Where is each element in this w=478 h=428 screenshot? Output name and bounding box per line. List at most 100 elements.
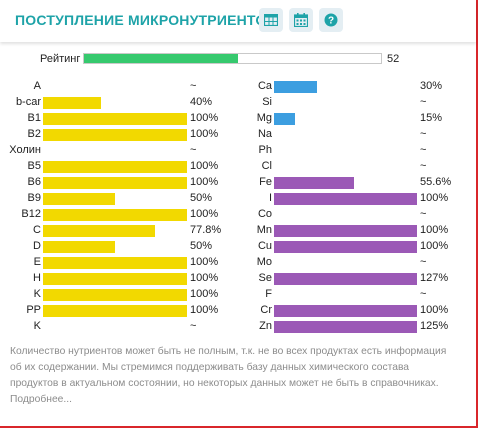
vitamin-row: K 100%: [0, 287, 478, 303]
vitamin-value: 77.8%: [190, 224, 222, 236]
vitamin-name: D: [33, 240, 41, 252]
vitamin-row: Холин ~: [0, 143, 478, 159]
vitamin-bar: [43, 97, 101, 109]
mineral-value: ~: [420, 144, 427, 156]
mineral-value: 100%: [420, 304, 449, 316]
mineral-row: Ca 30%: [0, 79, 478, 95]
mineral-value: ~: [420, 288, 427, 300]
calendar-icon: [294, 13, 308, 27]
mineral-row: Na ~: [0, 127, 478, 143]
mineral-bar: [274, 113, 295, 125]
mineral-value: ~: [420, 208, 427, 220]
vitamin-value: 100%: [190, 272, 219, 284]
mineral-row: Ph ~: [0, 143, 478, 159]
more-link[interactable]: Подробнее...: [10, 394, 72, 405]
vitamin-value: ~: [190, 144, 197, 156]
mineral-bar: [274, 177, 354, 189]
mineral-row: F ~: [0, 287, 478, 303]
mineral-value: 125%: [420, 320, 449, 332]
calendar-view-button[interactable]: [289, 8, 313, 32]
mineral-name: Fe: [259, 176, 272, 188]
vitamin-row: C 77.8%: [0, 223, 478, 239]
mineral-row: Cl ~: [0, 159, 478, 175]
mineral-name: Mo: [256, 256, 272, 268]
vitamin-name: K: [33, 288, 41, 300]
mineral-name: Cl: [261, 160, 272, 172]
vitamin-value: 100%: [190, 208, 219, 220]
vitamin-row: B9 50%: [0, 191, 478, 207]
vitamin-name: C: [33, 224, 41, 236]
mineral-row: Fe 55.6%: [0, 175, 478, 191]
vitamin-row: B5 100%: [0, 159, 478, 175]
vitamin-bar: [43, 257, 187, 269]
disclaimer-text: Количество нутриентов может быть не полн…: [10, 346, 447, 389]
vitamin-name: PP: [26, 304, 41, 316]
mineral-value: 30%: [420, 80, 443, 92]
mineral-row: Si ~: [0, 95, 478, 111]
mineral-bar: [274, 225, 417, 237]
mineral-value: 127%: [420, 272, 449, 284]
vitamin-row: D 50%: [0, 239, 478, 255]
vitamin-row: B6 100%: [0, 175, 478, 191]
vitamin-value: 100%: [190, 288, 219, 300]
vitamin-value: 100%: [190, 256, 219, 268]
vitamin-name: Холин: [9, 144, 41, 156]
vitamin-row: B2 100%: [0, 127, 478, 143]
widget-title: ПОСТУПЛЕНИЕ МИКРОНУТРИЕНТОВ: [15, 12, 277, 28]
table-view-button[interactable]: [259, 8, 283, 32]
vitamin-value: 100%: [190, 304, 219, 316]
vitamin-row: b-car 40%: [0, 95, 478, 111]
mineral-row: Mg 15%: [0, 111, 478, 127]
vitamin-value: 100%: [190, 160, 219, 172]
vitamin-name: E: [33, 256, 41, 268]
vitamin-bar: [43, 305, 187, 317]
vitamin-name: B6: [27, 176, 41, 188]
vitamin-value: 100%: [190, 112, 219, 124]
mineral-row: Zn 125%: [0, 319, 478, 335]
rating-label: Рейтинг: [40, 53, 81, 65]
vitamin-value: ~: [190, 80, 197, 92]
mineral-row: Cu 100%: [0, 239, 478, 255]
vitamin-row: E 100%: [0, 255, 478, 271]
vitamin-value: 40%: [190, 96, 213, 108]
vitamin-bar: [43, 209, 187, 221]
vitamin-row: A ~: [0, 79, 478, 95]
vitamin-bar: [43, 273, 187, 285]
vitamin-value: 50%: [190, 240, 213, 252]
mineral-bar: [274, 193, 417, 205]
mineral-name: Na: [257, 128, 272, 140]
vitamin-value: 100%: [190, 176, 219, 188]
mineral-row: Co ~: [0, 207, 478, 223]
svg-text:?: ?: [328, 16, 334, 27]
vitamin-row: K ~: [0, 319, 478, 335]
mineral-value: ~: [420, 96, 427, 108]
vitamin-name: B5: [27, 160, 41, 172]
widget-header: ПОСТУПЛЕНИЕ МИКРОНУТРИЕНТОВ ?: [0, 0, 476, 42]
mineral-value: ~: [420, 128, 427, 140]
mineral-row: Mn 100%: [0, 223, 478, 239]
disclaimer-note: Количество нутриентов может быть не полн…: [10, 344, 456, 408]
mineral-value: 100%: [420, 192, 449, 204]
vitamin-row: H 100%: [0, 271, 478, 287]
mineral-name: Cu: [257, 240, 272, 252]
vitamin-bar: [43, 241, 115, 253]
mineral-bar: [274, 273, 417, 285]
rating-bar: [83, 53, 382, 64]
vitamin-bar: [43, 225, 155, 237]
mineral-name: Zn: [259, 320, 272, 332]
mineral-name: F: [265, 288, 272, 300]
vitamin-value: 50%: [190, 192, 213, 204]
vitamin-row: B12 100%: [0, 207, 478, 223]
rating-bar-fill: [84, 54, 239, 63]
mineral-value: 15%: [420, 112, 443, 124]
mineral-bar: [274, 241, 417, 253]
vitamin-row: PP 100%: [0, 303, 478, 319]
help-icon: ?: [324, 13, 338, 27]
help-button[interactable]: ?: [319, 8, 343, 32]
vitamin-bar: [43, 161, 187, 173]
mineral-row: Mo ~: [0, 255, 478, 271]
vitamin-name: H: [33, 272, 41, 284]
mineral-row: Se 127%: [0, 271, 478, 287]
mineral-name: Mg: [256, 112, 272, 124]
